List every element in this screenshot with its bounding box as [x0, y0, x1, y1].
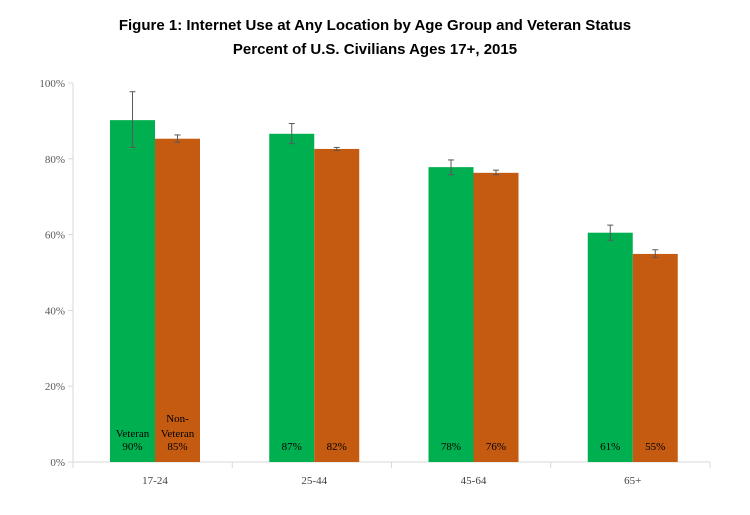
bar-veteran [110, 120, 155, 462]
series-name-veteran: Veteran [116, 428, 150, 440]
chart-title: Figure 1: Internet Use at Any Location b… [118, 17, 632, 34]
y-tick-label: 80% [45, 154, 65, 166]
data-label: 76% [486, 441, 506, 453]
bar-non-veteran [314, 148, 360, 463]
x-category-label: 25-44 [301, 475, 327, 487]
bar-veteran [587, 232, 633, 462]
data-label: 90% [122, 441, 142, 453]
data-label: 87% [282, 441, 302, 453]
bar-veteran [269, 133, 315, 462]
data-labels: 90% 87% 78% 61% 85% 82% 76% 55% Veteran Non- Veter… [116, 413, 666, 453]
series-name-non-veteran-line1: Non- [166, 413, 189, 425]
y-tick-label: 60% [45, 230, 65, 242]
title-block: Figure 1: Internet Use at Any Location b… [0, 14, 750, 62]
data-label: 61% [600, 441, 620, 453]
y-tick-label: 100% [39, 78, 65, 90]
data-label: 78% [441, 441, 461, 453]
y-tick-label: 40% [45, 305, 65, 317]
bars [110, 120, 678, 463]
series-name-non-veteran-line2: Veteran [161, 428, 195, 440]
data-label: 85% [167, 441, 187, 453]
x-category-label: 65+ [624, 475, 641, 487]
x-category-label: 17-24 [142, 475, 168, 487]
bar-non-veteran [632, 253, 678, 462]
bar-non-veteran [155, 138, 200, 462]
bar-veteran [428, 167, 474, 462]
chart-subtitle: Percent of U.S. Civilians Ages 17+, 2015 [232, 41, 518, 58]
y-tick-label: 20% [45, 381, 65, 393]
data-label: 82% [327, 441, 347, 453]
x-category-label: 45-64 [461, 475, 487, 487]
y-tick-label: 0% [50, 457, 65, 469]
error-bars [129, 91, 659, 258]
bar-non-veteran [473, 172, 519, 462]
data-label: 55% [645, 441, 665, 453]
